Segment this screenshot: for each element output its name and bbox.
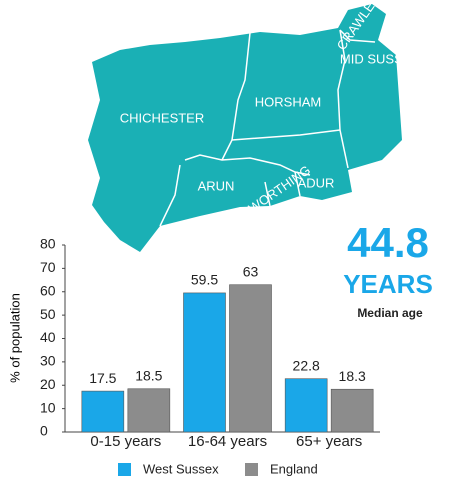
data-label: 22.8 — [293, 357, 320, 373]
y-tick-label: 60 — [40, 282, 56, 298]
legend-label: West Sussex — [143, 461, 219, 476]
y-tick-label: 10 — [40, 399, 56, 415]
map-label: ADUR — [298, 175, 335, 190]
y-tick-label: 0 — [40, 423, 48, 439]
bar — [127, 388, 171, 433]
y-axis-label: % of population — [7, 293, 22, 383]
legend-swatch — [245, 463, 258, 476]
map-label: HORSHAM — [255, 94, 321, 109]
x-tick-label: 16-64 years — [188, 433, 267, 450]
district-borders — [159, 29, 376, 227]
stat-unit: YEARS — [343, 269, 433, 299]
bar — [330, 388, 374, 433]
x-tick-label: 65+ years — [296, 433, 362, 450]
map-label: MID SUSSEX — [340, 51, 421, 66]
bar — [284, 378, 328, 433]
data-label: 59.5 — [191, 272, 218, 288]
map-label: CHICHESTER — [120, 110, 205, 125]
stat: 44.8 YEARS Median age — [343, 219, 433, 320]
bar — [81, 390, 125, 433]
y-tick-label: 30 — [40, 353, 56, 369]
bar — [183, 292, 226, 433]
county-shape — [88, 4, 402, 252]
data-label: 18.3 — [339, 368, 366, 384]
map: CHICHESTER HORSHAM MID SUSSEX CRAWLEY AR… — [88, 0, 420, 252]
map-label: ARUN — [198, 178, 235, 193]
stat-caption: Median age — [357, 306, 423, 320]
y-tick-label: 20 — [40, 376, 56, 392]
y-tick-label: 50 — [40, 306, 56, 322]
y-tick-label: 80 — [40, 236, 56, 252]
data-label: 18.5 — [135, 367, 162, 383]
stat-value: 44.8 — [347, 219, 429, 266]
legend-swatch — [118, 463, 131, 476]
data-label: 17.5 — [89, 370, 116, 386]
y-tick-label: 40 — [40, 329, 56, 345]
y-tick-label: 70 — [40, 259, 56, 275]
x-tick-label: 0-15 years — [90, 433, 161, 450]
data-label: 63 — [243, 263, 259, 279]
bar — [229, 284, 272, 433]
legend-label: England — [270, 461, 318, 476]
